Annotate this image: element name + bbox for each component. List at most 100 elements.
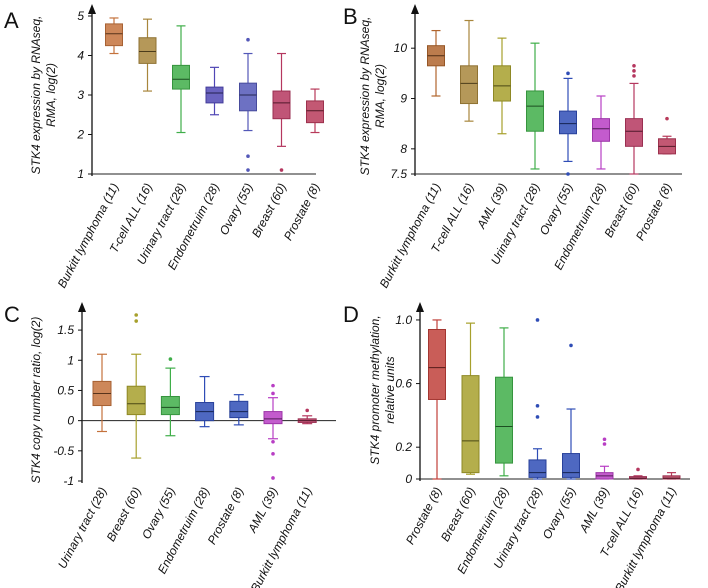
y-tick-label: 1.0 (395, 313, 412, 327)
box-7: Breast (60) (601, 64, 643, 240)
y-tick-label: 3 (77, 88, 84, 102)
y-tick-label: 0.6 (395, 377, 412, 391)
outlier-point (271, 391, 275, 396)
y-tick-label: 8 (400, 142, 407, 156)
box-iqr (126, 385, 146, 416)
box-iqr (105, 23, 123, 47)
outlier-point (569, 343, 573, 348)
outlier-point (279, 168, 284, 172)
category-label: Burkitt lymphoma (11) (612, 485, 679, 588)
category-label: Ovary (55) (540, 485, 579, 542)
category-label: Burkitt lymphoma (11) (248, 485, 315, 588)
outlier-point (271, 476, 275, 480)
box-iqr (493, 65, 511, 102)
y-axis-arrow-icon (416, 302, 424, 312)
outlier-point (246, 168, 250, 172)
category-label: Ovary (55) (139, 485, 178, 542)
category-label: Burkitt lymphoma (11) (55, 181, 122, 290)
outlier-point (535, 318, 540, 322)
y-tick-label: 0.5 (57, 383, 74, 397)
panel-c: C -1 -0.5 0 0.5 1 1.5 STK4 copy number ratio, l… (4, 302, 336, 588)
box-iqr (559, 110, 577, 135)
box-2: T-cell ALL (16) (107, 18, 157, 255)
box-iqr (138, 37, 157, 64)
category-label: Prostate (8) (205, 485, 247, 547)
y-tick-label: 2 (76, 128, 84, 142)
box-iqr (172, 64, 190, 90)
outlier-point (566, 71, 570, 76)
y-axis-arrow-icon (88, 4, 96, 14)
y-axis-label: STK4 promoter methylation,relative units (368, 315, 397, 464)
category-label: AML (39) (474, 181, 510, 232)
box-iqr (306, 100, 324, 124)
y-tick-label: 1 (67, 353, 74, 367)
box-iqr (592, 118, 610, 142)
outlier-point (271, 439, 275, 444)
y-axis-label: STK4 copy number ratio, log(2) (29, 317, 43, 484)
outlier-point (535, 404, 540, 408)
box-6: AML (39) (245, 383, 283, 536)
box-iqr (625, 118, 643, 147)
outlier-point (134, 319, 138, 323)
panel-a: A 1 2 3 4 5 STK4 expression by RNAseq,RMA, log… (4, 4, 324, 290)
y-tick-label: -0.5 (53, 444, 74, 458)
category-label: Breast (60) (104, 485, 144, 544)
box-iqr (528, 459, 547, 478)
box-iqr (263, 411, 283, 425)
y-axis-label: STK4 expression by RNAseq,RMA, log(2) (29, 16, 58, 175)
box-iqr (160, 395, 180, 416)
outlier-point (168, 357, 173, 361)
box-iqr (495, 376, 513, 464)
box-iqr (239, 82, 257, 112)
box-3: Ovary (55) (139, 357, 180, 542)
box-6: AML (39) (576, 437, 614, 536)
box-2: Breast (60) (104, 313, 146, 544)
category-label: AML (39) (245, 485, 281, 536)
y-tick-label: 10 (394, 41, 408, 55)
y-tick-label: 1 (77, 167, 84, 181)
outlier-point (636, 467, 640, 472)
box-iqr (272, 90, 291, 120)
box-6: Breast (60) (249, 52, 291, 240)
panel-label: D (343, 302, 359, 327)
outlier-point (271, 452, 275, 456)
outlier-point (535, 415, 540, 419)
category-label: Burkitt lymphoma (11) (377, 181, 444, 290)
box-5: Ovary (55) (217, 37, 257, 238)
y-axis-label: STK4 expression by RNAseq,RMA, log(2) (358, 17, 387, 176)
outlier-point (602, 442, 607, 446)
outlier-point (246, 154, 250, 159)
box-iqr (526, 90, 544, 132)
y-tick-label: 5 (77, 9, 84, 23)
panel-label: C (4, 302, 20, 327)
y-tick-label: 9 (400, 92, 407, 106)
outlier-point (665, 116, 669, 121)
box-iqr (562, 453, 580, 478)
y-tick-label: 7.5 (390, 167, 407, 181)
outlier-point (602, 437, 607, 442)
outlier-point (632, 64, 636, 68)
category-label: Ovary (55) (217, 181, 256, 238)
y-tick-label: 1.5 (57, 323, 74, 337)
category-label: AML (39) (576, 485, 612, 536)
y-tick-label: 0 (67, 414, 74, 428)
box-iqr (662, 475, 681, 480)
box-iqr (461, 375, 480, 474)
y-axis-arrow-icon (411, 4, 419, 14)
y-tick-label: 4 (77, 49, 84, 63)
outlier-point (134, 313, 138, 317)
box-4: Endometruim (28) (165, 66, 224, 272)
y-tick-label: 0.2 (395, 440, 412, 454)
box-7: Burkitt lymphoma (11) (248, 408, 317, 588)
box-5: Ovary (55) (540, 343, 580, 542)
y-axis-arrow-icon (78, 302, 86, 312)
outlier-point (566, 172, 570, 176)
category-label: Urinary tract (28) (55, 485, 110, 571)
panel-label: B (343, 4, 358, 29)
box-iqr (205, 86, 224, 104)
box-iqr (460, 65, 478, 105)
outlier-point (632, 69, 636, 73)
box-iqr (428, 328, 446, 400)
